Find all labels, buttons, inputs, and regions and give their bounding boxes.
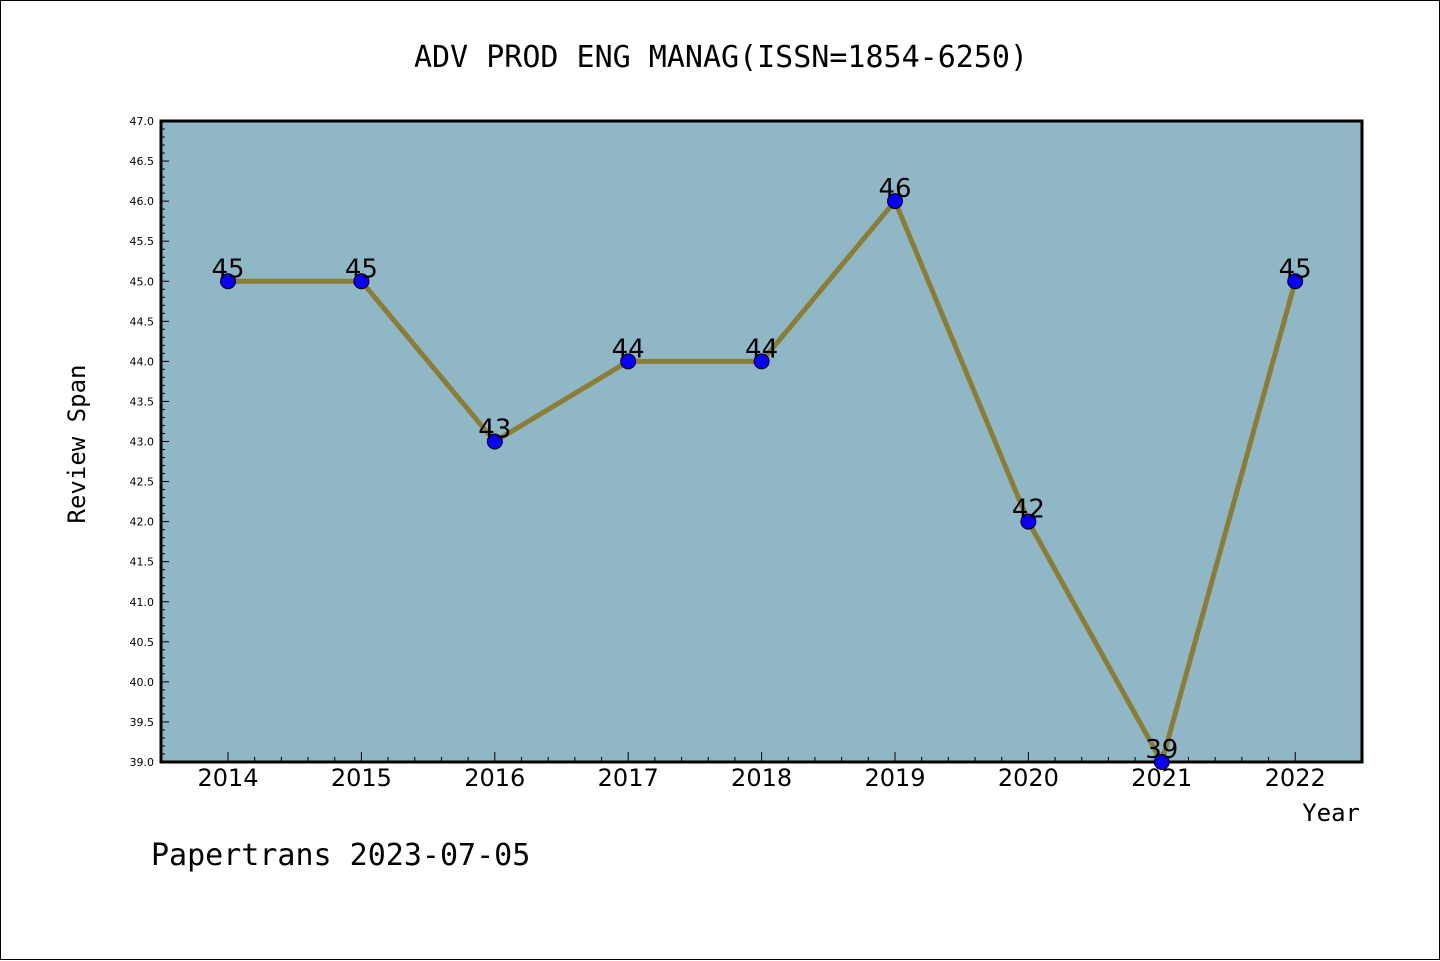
y-tick-label: 46.0: [130, 195, 155, 208]
data-point: [887, 193, 903, 210]
y-tick-label: 45.5: [130, 235, 155, 248]
y-tick-label: 41.5: [130, 556, 155, 569]
data-point: [753, 353, 770, 370]
x-tick-label: 2018: [731, 764, 792, 792]
data-label: 45: [1279, 254, 1312, 284]
plot-area: [159, 119, 1364, 764]
y-tick-label: 40.5: [130, 636, 155, 649]
x-tick-label: 2019: [864, 764, 925, 792]
data-point: [353, 273, 370, 290]
x-tick-label: 2016: [464, 764, 525, 792]
y-tick-label: 42.5: [130, 476, 155, 489]
data-label: 42: [1012, 495, 1045, 525]
x-tick-label: 2014: [197, 764, 258, 792]
data-point: [1153, 754, 1170, 770]
y-tick-label: 46.5: [130, 155, 155, 168]
x-tick-label: 2022: [1265, 764, 1326, 792]
data-label: 45: [345, 254, 378, 284]
data-point: [220, 273, 236, 290]
data-point: [1020, 513, 1037, 530]
data-label: 46: [878, 174, 911, 204]
y-axis: 39.0 39.5 40.0 40.5 41.0 41.5 42.0 42.5 43.0 43.5…: [130, 115, 169, 769]
data-point: [620, 353, 637, 370]
data-point: [486, 433, 503, 450]
series-layer: 45 45 43 44 44 46 42 39 45: [211, 174, 1312, 770]
x-tick-label: 2020: [998, 764, 1059, 792]
chart-title: ADV PROD ENG MANAG(ISSN=1854-6250): [414, 40, 1028, 75]
y-tick-label: 39.5: [130, 716, 155, 729]
x-axis-label: Year: [1302, 799, 1360, 827]
y-tick-label: 41.0: [130, 596, 155, 609]
y-tick-label: 44.5: [130, 315, 155, 328]
data-label: 45: [211, 254, 244, 284]
data-label: 44: [745, 334, 778, 364]
y-tick-label: 42.0: [130, 516, 155, 529]
footer-text: Papertrans 2023-07-05: [151, 838, 530, 873]
x-tick-label: 2017: [598, 764, 659, 792]
y-tick-label: 40.0: [130, 676, 155, 689]
y-tick-label: 44.0: [130, 355, 155, 368]
y-tick-label: 43.5: [130, 395, 155, 408]
y-tick-label: 39.0: [130, 756, 155, 769]
y-tick-label: 45.0: [130, 275, 155, 288]
y-axis-label: Review Span: [63, 365, 91, 524]
data-label: 44: [612, 334, 645, 364]
x-tick-label: 2015: [331, 764, 392, 792]
y-tick-label: 43.0: [130, 436, 155, 449]
data-point: [1287, 273, 1304, 290]
data-label: 39: [1145, 735, 1178, 765]
y-tick-label: 47.0: [130, 115, 155, 128]
data-label: 43: [478, 415, 511, 445]
